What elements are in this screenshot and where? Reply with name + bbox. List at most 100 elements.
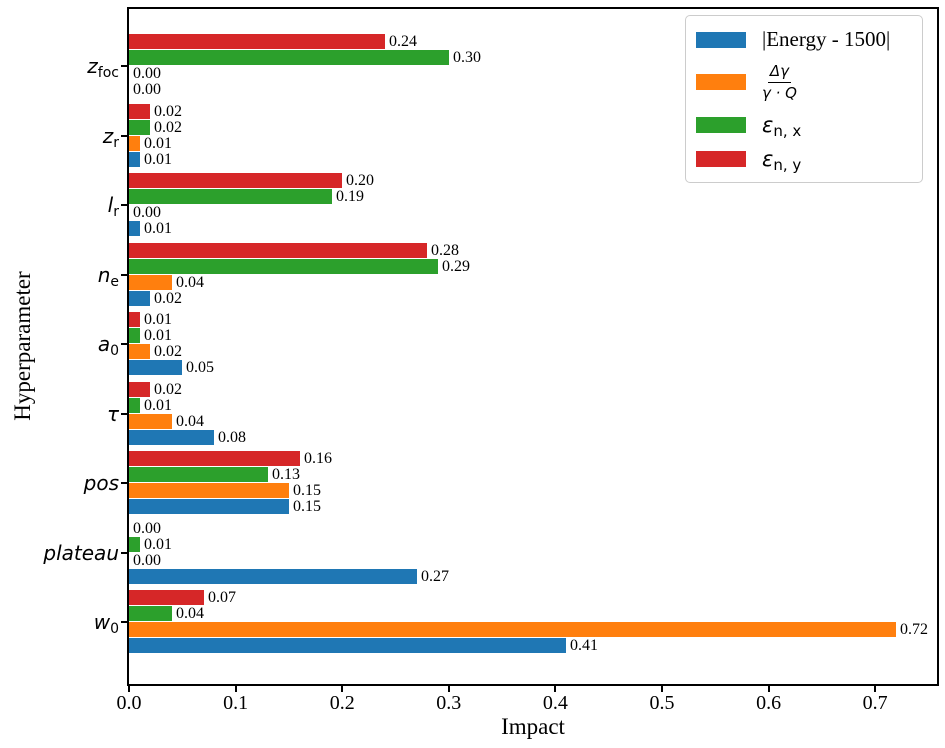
bar-group-l_r: 0.20 0.19 0.00 0.01 bbox=[129, 173, 937, 237]
bar-value-label: 0.01 bbox=[144, 134, 172, 152]
bar-value-label: 0.01 bbox=[144, 327, 172, 344]
x-tick-mark bbox=[128, 686, 130, 692]
bar-row: 0.24 bbox=[129, 34, 417, 50]
bar-row: 0.00 bbox=[129, 551, 161, 569]
bar-value-label: 0.02 bbox=[154, 102, 182, 120]
bar-row: 0.02 bbox=[129, 102, 182, 120]
bar-value-label: 0.00 bbox=[133, 81, 161, 98]
legend-item-2: εn, x bbox=[696, 113, 910, 140]
legend-swatch bbox=[696, 74, 746, 91]
bar-tau-series3 bbox=[129, 381, 150, 397]
x-tick-label: 0.1 bbox=[223, 692, 249, 714]
bar-value-label: 0.01 bbox=[144, 311, 172, 328]
bar-row: 0.02 bbox=[129, 118, 182, 136]
bar-group-plateau: 0.00 0.01 0.00 0.27 bbox=[129, 519, 937, 585]
bar-a_0-series2 bbox=[129, 328, 140, 343]
y-tick-label-n_e: ne bbox=[97, 262, 119, 290]
bar-value-label: 0.15 bbox=[293, 482, 321, 499]
bar-row: 0.04 bbox=[129, 413, 204, 429]
y-tick-label-z_r: zr bbox=[102, 123, 119, 151]
x-tick-mark bbox=[554, 686, 557, 692]
legend-label: εn, y bbox=[762, 146, 802, 174]
bar-row: 0.01 bbox=[129, 150, 172, 168]
bar-plateau-series0 bbox=[129, 568, 417, 584]
bar-group-a_0: 0.01 0.01 0.02 0.05 bbox=[129, 312, 937, 376]
bar-pos-series2 bbox=[129, 467, 268, 482]
y-tick-mark bbox=[121, 621, 127, 623]
bar-row: 0.19 bbox=[129, 188, 364, 205]
bar-n_e-series1 bbox=[129, 274, 172, 290]
bar-tau-series1 bbox=[129, 413, 172, 429]
bar-value-label: 0.28 bbox=[431, 241, 459, 259]
bar-row: 0.27 bbox=[129, 567, 449, 585]
y-tick-mark bbox=[121, 134, 127, 137]
bar-value-label: 0.00 bbox=[133, 551, 161, 569]
bar-value-label: 0.19 bbox=[336, 188, 364, 205]
bar-pos-series0 bbox=[129, 499, 289, 514]
bar-value-label: 0.05 bbox=[186, 359, 214, 376]
bar-row: 0.15 bbox=[129, 499, 321, 515]
bar-group-z_r: 0.02 0.02 0.01 0.01 bbox=[129, 102, 937, 168]
bar-a_0-series1 bbox=[129, 344, 150, 359]
bar-z_foc-series3 bbox=[129, 34, 385, 49]
bar-row: 0.01 bbox=[129, 536, 172, 552]
bar-value-label: 0.16 bbox=[304, 450, 332, 467]
bar-row: 0.02 bbox=[129, 343, 182, 360]
bar-row: 0.05 bbox=[129, 359, 214, 376]
bar-value-label: 0.02 bbox=[154, 118, 182, 136]
x-tick-mark bbox=[874, 686, 877, 692]
legend-item-0: |Energy - 1500| bbox=[696, 27, 910, 52]
bar-group-w_0: 0.07 0.04 0.72 0.41 bbox=[129, 590, 937, 654]
x-tick-mark bbox=[341, 686, 344, 692]
bar-w_0-series3 bbox=[129, 590, 204, 605]
bar-w_0-series0 bbox=[129, 638, 566, 653]
bar-z_r-series1 bbox=[129, 135, 140, 151]
y-tick-label-tau: τ bbox=[106, 401, 119, 426]
bar-row: 0.02 bbox=[129, 289, 182, 307]
legend-swatch bbox=[696, 150, 746, 167]
bar-w_0-series2 bbox=[129, 606, 172, 621]
bar-row: 0.28 bbox=[129, 241, 459, 259]
x-tick-label: 0.5 bbox=[649, 692, 675, 714]
bar-value-label: 0.29 bbox=[442, 257, 470, 275]
bar-value-label: 0.02 bbox=[154, 343, 182, 360]
y-tick-label-w_0: w0 bbox=[93, 610, 119, 637]
legend-item-3: εn, y bbox=[696, 146, 910, 174]
bar-row: 0.00 bbox=[129, 519, 161, 537]
legend-swatch bbox=[696, 116, 746, 133]
bar-group-z_foc: 0.24 0.30 0.00 0.00 bbox=[129, 34, 937, 98]
legend: |Energy - 1500| Δγ γ · Q εn, x εn, y bbox=[685, 15, 923, 183]
bar-l_r-series0 bbox=[129, 221, 140, 236]
x-tick-label: 0.0 bbox=[116, 692, 142, 714]
bar-l_r-series2 bbox=[129, 189, 332, 204]
bar-value-label: 0.01 bbox=[144, 396, 172, 414]
bar-w_0-series1 bbox=[129, 622, 896, 637]
bar-value-label: 0.27 bbox=[421, 567, 449, 585]
bar-value-label: 0.02 bbox=[154, 380, 182, 398]
bar-tau-series2 bbox=[129, 397, 140, 413]
x-tick-label: 0.6 bbox=[756, 692, 782, 714]
bar-row: 0.01 bbox=[129, 327, 172, 344]
bar-z_r-series0 bbox=[129, 151, 140, 167]
x-tick-label: 0.4 bbox=[542, 692, 568, 714]
bar-row: 0.00 bbox=[129, 65, 161, 82]
y-tick-mark bbox=[121, 343, 127, 345]
y-tick-mark bbox=[121, 412, 127, 415]
bar-group-tau: 0.02 0.01 0.04 0.08 bbox=[129, 380, 937, 446]
bar-value-label: 0.01 bbox=[144, 150, 172, 168]
y-tick-mark bbox=[121, 273, 127, 276]
bar-l_r-series3 bbox=[129, 173, 342, 188]
bar-plateau-series2 bbox=[129, 536, 140, 552]
bar-row: 0.16 bbox=[129, 450, 332, 467]
bar-a_0-series3 bbox=[129, 312, 140, 327]
bar-value-label: 0.41 bbox=[570, 637, 598, 654]
bar-pos-series1 bbox=[129, 483, 289, 498]
bar-value-label: 0.30 bbox=[453, 49, 481, 66]
bar-value-label: 0.00 bbox=[133, 65, 161, 82]
bar-value-label: 0.07 bbox=[208, 589, 236, 606]
bar-value-label: 0.00 bbox=[133, 519, 161, 537]
bar-value-label: 0.02 bbox=[154, 289, 182, 307]
x-tick-label: 0.7 bbox=[862, 692, 888, 714]
bar-row: 0.15 bbox=[129, 482, 321, 499]
